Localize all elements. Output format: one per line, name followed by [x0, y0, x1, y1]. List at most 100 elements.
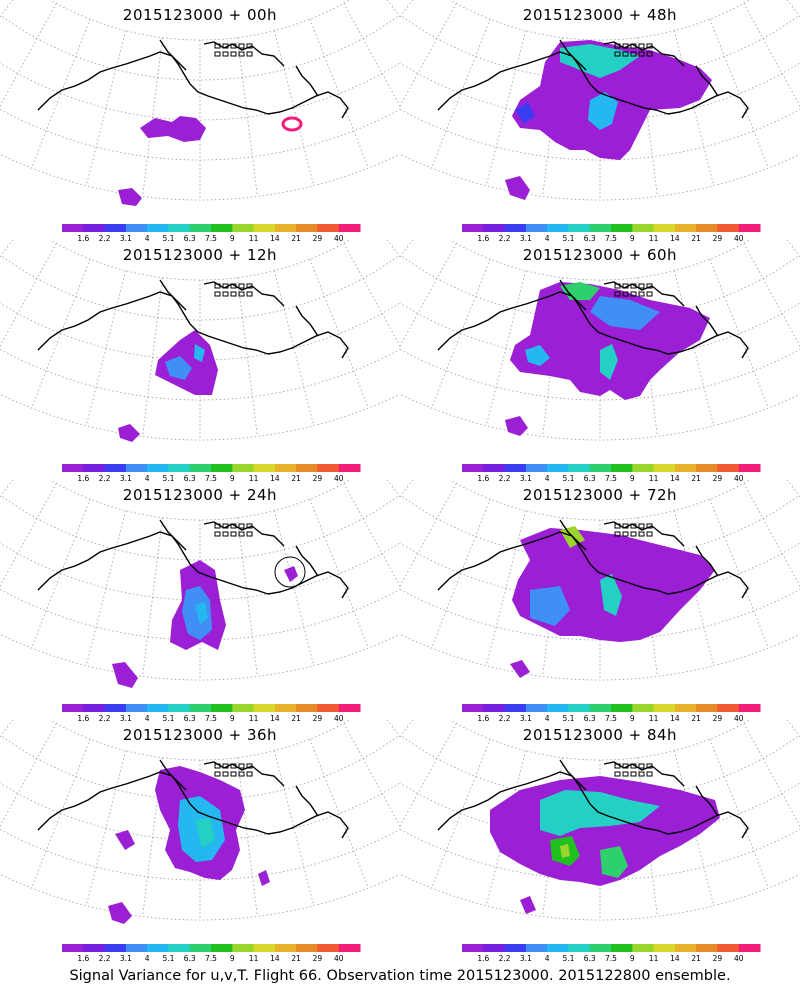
parallel-line — [400, 348, 800, 401]
colorbar-swatch — [62, 464, 84, 472]
meridian-line — [0, 720, 13, 738]
colorbar-tick-label: 11 — [249, 714, 259, 723]
meridian-line — [31, 19, 91, 169]
colorbar-swatch — [211, 224, 233, 232]
island — [622, 43, 629, 49]
colorbar-swatch — [611, 464, 633, 472]
variance-contour — [112, 662, 138, 688]
coastline — [559, 759, 587, 791]
colorbar-swatch — [83, 464, 106, 472]
colorbar-swatch — [738, 704, 761, 712]
colorbar-tick-label: 7.5 — [605, 234, 617, 243]
island — [638, 531, 645, 537]
meridian-line — [343, 243, 400, 347]
island — [214, 763, 221, 769]
colorbar-tick-label: 3.1 — [520, 234, 532, 243]
colorbar-swatch — [104, 944, 127, 952]
variance-contour — [115, 830, 135, 850]
colorbar-tick-label: 3.1 — [520, 954, 532, 963]
parallel-line — [0, 782, 400, 841]
island — [622, 771, 629, 777]
meridian-line — [387, 240, 400, 258]
variance-contour — [600, 344, 618, 380]
meridian-line — [237, 517, 258, 677]
observation-ring — [281, 116, 303, 132]
colorbar-tick-label: 29 — [713, 234, 723, 243]
colorbar-swatch — [504, 944, 527, 952]
meridian-line — [31, 499, 91, 649]
colorbar-swatch — [189, 704, 212, 712]
colorbar-tick-label: 21 — [691, 954, 701, 963]
colorbar-swatch — [589, 464, 612, 472]
meridian-line — [343, 723, 400, 827]
colorbar-tick-label: 21 — [291, 234, 301, 243]
colorbar-swatch — [483, 464, 506, 472]
colorbar-swatch — [83, 944, 106, 952]
parallel-line — [400, 153, 800, 201]
coastline — [695, 785, 719, 817]
colorbar-tick-label: 14 — [270, 234, 280, 243]
island — [222, 43, 229, 49]
colorbar-tick-label: 29 — [313, 714, 323, 723]
colorbar-tick-label: 9 — [630, 714, 635, 723]
island — [646, 523, 653, 529]
meridian-line — [343, 483, 400, 587]
parallel-line — [0, 62, 400, 121]
meridian-line — [273, 510, 315, 666]
island — [638, 763, 645, 769]
island — [230, 51, 237, 57]
colorbar-tick-label: 40 — [734, 474, 744, 483]
meridian-line — [387, 720, 400, 738]
colorbar-swatch — [462, 464, 484, 472]
colorbar-tick-label: 1.6 — [77, 234, 89, 243]
meridian-line — [485, 270, 527, 426]
colorbar-swatch — [462, 944, 484, 952]
meridian-line — [485, 510, 527, 666]
colorbar-swatch — [125, 704, 148, 712]
colorbar-swatch — [674, 944, 697, 952]
colorbar-tick-label: 4 — [545, 234, 550, 243]
panel-title: 2015123000 + 84h — [522, 726, 678, 744]
variance-contour — [510, 660, 530, 678]
colorbar-swatch — [147, 464, 169, 472]
colorbar-swatch — [62, 224, 84, 232]
meridian-line — [431, 739, 491, 889]
island — [246, 283, 253, 289]
map-canvas: 1.6 2.2 3.1 4 5.1 6.3 7.5 9 11 14 21 29 40 — [400, 0, 800, 243]
colorbar: 1.6 2.2 3.1 4 5.1 6.3 7.5 9 11 14 21 29 40 — [62, 704, 361, 723]
meridian-line — [743, 3, 800, 107]
meridian-line — [787, 720, 800, 738]
coastline — [667, 811, 749, 839]
parallel-line — [400, 782, 800, 841]
variance-contour — [505, 176, 530, 200]
meridian-line — [273, 750, 315, 906]
map-panel: 2015123000 + 72h 1.6 2.2 3.1 4 5.1 6.3 7.5 9 11 14… — [400, 480, 800, 725]
island — [214, 531, 221, 537]
colorbar-swatch — [738, 464, 761, 472]
island — [646, 51, 653, 57]
colorbar-swatch — [104, 464, 127, 472]
highlight-circle — [274, 556, 306, 588]
coastline — [667, 331, 749, 359]
meridian-line — [637, 37, 658, 197]
island — [238, 763, 245, 769]
colorbar-tick-label: 40 — [334, 714, 344, 723]
island — [614, 51, 621, 57]
coastline — [295, 305, 319, 337]
island — [230, 523, 237, 529]
colorbar-tick-label: 11 — [649, 234, 659, 243]
parallel-line — [402, 496, 798, 561]
colorbar-swatch — [211, 944, 233, 952]
meridian-line — [0, 483, 57, 587]
island — [638, 43, 645, 49]
coastline — [37, 771, 269, 835]
colorbar-swatch — [232, 464, 255, 472]
coastline — [267, 571, 349, 599]
colorbar-swatch — [611, 944, 633, 952]
parallel-line — [402, 256, 798, 321]
parallel-line — [2, 256, 398, 321]
colorbar-swatch — [717, 944, 740, 952]
meridian-line — [85, 750, 127, 906]
colorbar-swatch — [338, 944, 361, 952]
colorbar-tick-label: 1.6 — [477, 474, 489, 483]
